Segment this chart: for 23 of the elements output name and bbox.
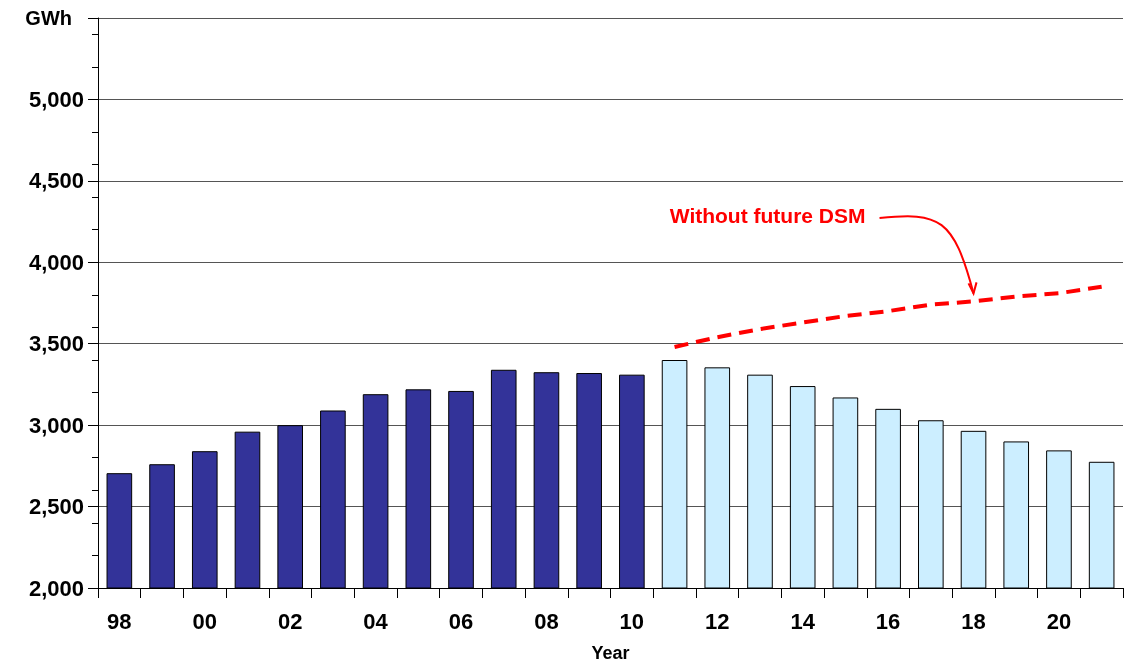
y-axis-title: GWh: [25, 7, 72, 29]
y-tick-label: 5,000: [28, 86, 84, 112]
x-tick-label: 10: [619, 608, 645, 634]
x-tick-label: 00: [192, 608, 218, 634]
x-tick-label: 98: [107, 608, 132, 634]
y-tick-label: 4,000: [28, 249, 84, 275]
x-tick-label: 12: [705, 608, 730, 634]
line-series: [672, 284, 1104, 349]
x-tick-label: 14: [790, 608, 816, 634]
x-tick-label: 02: [277, 608, 303, 634]
x-tick-label: 08: [534, 608, 559, 634]
y-tick-label: 2,000: [28, 575, 84, 601]
x-tick-label: 06: [448, 608, 474, 634]
x-tick-label: 04: [363, 608, 389, 634]
y-tick-label: 4,500: [28, 168, 84, 194]
y-tick-label: 2,500: [28, 494, 84, 520]
text: Without future DSM: [669, 204, 866, 227]
x-tick-label: 18: [961, 608, 986, 634]
x-tick-label: 20: [1046, 608, 1072, 634]
y-tick-label: 3,500: [28, 331, 84, 357]
x-tick-label: 16: [875, 608, 901, 634]
y-tick-label: 3,000: [28, 412, 84, 438]
x-axis-title: Year: [591, 643, 630, 663]
